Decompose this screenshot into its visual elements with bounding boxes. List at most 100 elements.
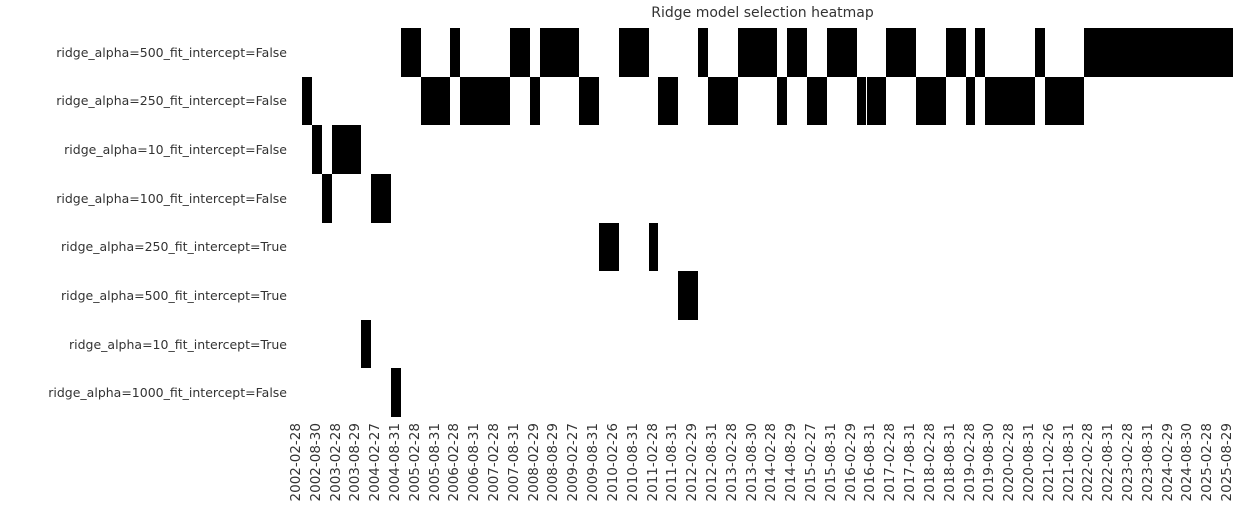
heatmap-cell <box>678 271 689 320</box>
row-label: ridge_alpha=100_fit_intercept=False <box>56 190 287 206</box>
heatmap-cell <box>896 28 907 77</box>
heatmap-cell <box>559 28 570 77</box>
heatmap-cell <box>1015 76 1025 126</box>
heatmap-cell <box>341 125 352 174</box>
heatmap-cell <box>985 76 996 126</box>
heatmap-plot <box>292 28 1233 417</box>
heatmap-cell <box>1193 28 1204 77</box>
heatmap-cell <box>727 76 738 126</box>
heatmap-cell <box>1005 76 1016 126</box>
x-tick-label: 2019-02-28 <box>961 423 978 502</box>
heatmap-cell <box>579 76 590 126</box>
x-tick-label: 2012-08-31 <box>703 423 720 502</box>
heatmap-cell <box>460 76 471 126</box>
heatmap-cell <box>371 173 382 223</box>
x-tick-label: 2009-02-27 <box>565 423 582 502</box>
heatmap-cell <box>361 319 372 369</box>
heatmap-cell <box>321 173 332 223</box>
heatmap-cell <box>995 76 1006 126</box>
heatmap-cell <box>846 28 857 77</box>
heatmap-cell <box>717 76 728 126</box>
heatmap-cell <box>807 76 817 126</box>
heatmap-cell <box>955 28 966 77</box>
heatmap-cell <box>1114 28 1125 77</box>
heatmap-cell <box>797 28 808 77</box>
x-tick-label: 2023-02-28 <box>1119 423 1136 502</box>
heatmap-cell <box>925 76 936 126</box>
row-label: ridge_alpha=250_fit_intercept=True <box>61 239 287 255</box>
x-tick-label: 2003-02-28 <box>327 423 344 502</box>
x-tick-label: 2007-08-31 <box>505 423 522 502</box>
heatmap-cell <box>480 76 491 126</box>
heatmap-cell <box>519 28 530 77</box>
x-tick-label: 2014-08-29 <box>783 423 800 502</box>
x-tick-label: 2007-02-28 <box>486 423 503 502</box>
heatmap-cell <box>430 76 441 126</box>
heatmap-cell <box>1064 76 1075 126</box>
x-tick-label: 2002-08-30 <box>307 423 324 502</box>
heatmap-cell <box>747 28 758 77</box>
x-tick-label: 2008-02-29 <box>525 423 542 502</box>
x-tick-label: 2024-08-30 <box>1179 423 1196 502</box>
heatmap-cell <box>698 28 708 77</box>
heatmap-cell <box>311 125 322 174</box>
heatmap-cell <box>509 28 520 77</box>
x-tick-label: 2004-08-31 <box>387 423 403 502</box>
x-tick-label: 2021-08-31 <box>1060 423 1077 502</box>
heatmap-cell <box>500 76 510 126</box>
heatmap-cell <box>1143 28 1154 77</box>
heatmap-cell <box>301 76 312 126</box>
heatmap-cell <box>1024 76 1035 126</box>
x-tick-label: 2013-08-30 <box>743 423 760 502</box>
heatmap-cell <box>836 28 847 77</box>
heatmap-cell <box>1173 28 1184 77</box>
heatmap-cell <box>787 28 798 77</box>
row-label: ridge_alpha=1000_fit_intercept=False <box>48 385 287 401</box>
x-tick-label: 2024-02-29 <box>1159 423 1176 502</box>
heatmap-cell <box>1034 28 1045 77</box>
heatmap-cell <box>1223 28 1233 77</box>
heatmap-cell <box>440 76 451 126</box>
heatmap-cell <box>648 222 659 272</box>
row-label: ridge_alpha=250_fit_intercept=False <box>56 93 287 109</box>
heatmap-cell <box>886 28 897 77</box>
row-label: ridge_alpha=500_fit_intercept=False <box>56 44 287 60</box>
heatmap-cell <box>618 28 629 77</box>
x-tick-label: 2006-02-28 <box>446 423 463 502</box>
x-tick-label: 2023-08-31 <box>1139 423 1156 502</box>
x-tick-label: 2011-02-28 <box>644 423 661 502</box>
heatmap-cell <box>816 76 827 126</box>
heatmap-cell <box>1084 28 1095 77</box>
row-label: ridge_alpha=10_fit_intercept=True <box>69 336 287 352</box>
heatmap-cell <box>975 28 986 77</box>
x-tick-label: 2025-02-28 <box>1199 423 1216 502</box>
heatmap-cell <box>1163 28 1174 77</box>
heatmap-cell <box>628 28 639 77</box>
heatmap-cell <box>856 76 867 126</box>
x-tick-label: 2003-08-29 <box>347 423 364 502</box>
heatmap-cell <box>688 271 699 320</box>
x-tick-label: 2021-02-26 <box>1040 423 1057 502</box>
heatmap-cell <box>1074 76 1085 126</box>
heatmap-cell <box>1124 28 1134 77</box>
heatmap-cell <box>708 76 718 126</box>
x-tick-label: 2004-02-27 <box>367 423 384 502</box>
x-tick-label: 2005-08-31 <box>426 423 443 502</box>
heatmap-cell <box>608 222 619 272</box>
heatmap-cell <box>1203 28 1214 77</box>
heatmap-cell <box>410 28 421 77</box>
x-tick-label: 2012-02-29 <box>684 423 701 502</box>
x-tick-label: 2022-08-31 <box>1100 423 1117 502</box>
heatmap-cell <box>767 28 778 77</box>
heatmap-cell <box>381 173 392 223</box>
heatmap-cell <box>400 28 411 77</box>
heatmap-cell <box>470 76 481 126</box>
x-tick-label: 2022-02-28 <box>1080 423 1097 502</box>
row-label: ridge_alpha=10_fit_intercept=False <box>64 142 287 158</box>
heatmap-cell <box>777 76 788 126</box>
x-tick-label: 2008-08-29 <box>545 423 562 502</box>
x-tick-label: 2015-02-27 <box>803 423 820 502</box>
x-tick-label: 2002-02-28 <box>287 423 304 502</box>
x-tick-label: 2013-02-28 <box>723 423 740 502</box>
heatmap-cell <box>1054 76 1065 126</box>
